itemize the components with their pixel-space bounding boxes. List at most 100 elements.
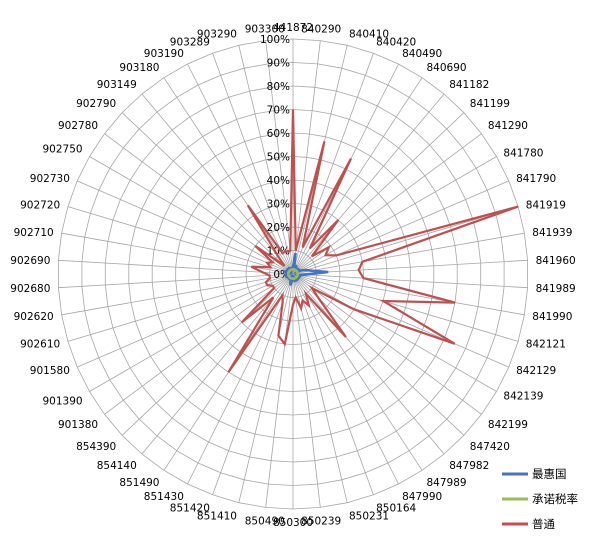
category-label: 854140 [97,460,137,472]
series-line [227,109,519,373]
category-label: 841990 [532,311,572,323]
category-label: 841290 [488,120,528,132]
grid-spoke [292,273,321,508]
category-label: 840410 [349,29,389,41]
data-series [227,109,519,373]
category-label: 850164 [376,502,416,514]
category-label: 903289 [170,37,210,49]
grid-spoke [292,273,348,503]
grid-spoke [77,180,294,275]
grid-spoke [292,40,321,275]
grid-spoke [265,273,294,508]
grid-spoke [58,273,294,289]
category-label: 847420 [470,441,510,453]
category-label: 841780 [503,148,543,160]
tick-label: 50% [267,152,290,164]
category-label: 841960 [536,255,576,267]
radial-tick-labels: 0%10%20%30%40%50%60%70%80%90%100% [260,34,290,281]
grid-spoke [89,156,294,275]
category-label: 841790 [516,173,556,185]
grid-spoke [121,112,294,275]
grid-spoke [292,273,497,392]
grid-spoke [238,45,294,275]
category-label: 842121 [526,339,566,351]
category-label: 901580 [30,365,70,377]
grid-spoke [61,273,294,316]
grid-spoke [292,273,509,368]
grid-spoke [292,273,519,342]
category-label: 903149 [97,79,137,91]
grid-spoke [292,232,525,275]
category-label: 902680 [10,283,50,295]
grid-spoke [141,273,294,455]
category-label: 902780 [58,120,98,132]
grid-spoke [67,273,294,342]
category-label: 842199 [488,419,528,431]
grid-spoke [292,273,374,495]
legend-label: 最惠国 [532,467,567,481]
category-label: 851420 [170,502,210,514]
category-label: 850239 [301,515,341,527]
category-label: 850300 [273,517,313,529]
tick-label: 90% [267,58,290,70]
grid-spoke [292,180,509,275]
category-label: 840290 [301,24,341,36]
category-label: 841199 [470,98,510,110]
grid-spoke [212,53,294,275]
category-label: 850231 [349,510,389,522]
grid-spoke [292,112,465,275]
category-label: 901390 [43,396,83,408]
grid-spoke [292,273,445,455]
grid-spoke [187,273,294,485]
category-label: 841989 [536,283,576,295]
category-label: 903190 [144,48,184,60]
grid-spoke [121,273,294,436]
grid-spoke [292,206,519,275]
category-label: 847982 [449,460,489,472]
category-label: 847990 [402,491,442,503]
category-label: 840490 [402,48,442,60]
category-label: 902690 [10,255,50,267]
category-label: 851410 [197,510,237,522]
category-label: 842139 [503,391,543,403]
category-label: 850490 [245,515,285,527]
category-label: 902710 [14,227,54,239]
grid-spoke [265,40,294,275]
category-label: 441872 [273,22,313,34]
tick-label: 100% [260,34,290,46]
tick-label: 60% [267,128,290,140]
tick-label: 80% [267,81,290,93]
category-label: 902610 [20,339,60,351]
category-label: 841919 [526,199,566,211]
category-label: 841182 [449,79,489,91]
tick-label: 40% [267,175,290,187]
grid-spoke [292,273,525,316]
grid-spoke [292,93,445,275]
category-label: 903180 [119,62,159,74]
series-line [286,267,300,281]
grid-spoke [292,77,423,275]
grid-spoke [89,273,294,392]
grid-spoke [292,53,374,275]
grid-spoke [58,259,294,275]
grid-spoke [292,273,482,415]
grid-spoke [67,206,294,275]
legend-label: 承诺税率 [532,492,578,506]
grid-spoke [212,273,294,495]
category-label: 902790 [76,98,116,110]
legend-label: 普通 [532,517,555,531]
category-label: 840690 [427,62,467,74]
grid-spoke [292,273,399,485]
category-label: 854390 [76,441,116,453]
tick-label: 70% [267,105,290,117]
category-label: 841939 [532,227,572,239]
tick-label: 20% [267,222,290,234]
grid-spoke [187,63,294,275]
category-label: 903290 [197,29,237,41]
grid-spoke [238,273,294,503]
category-label: 902620 [14,311,54,323]
category-label: 901380 [58,419,98,431]
